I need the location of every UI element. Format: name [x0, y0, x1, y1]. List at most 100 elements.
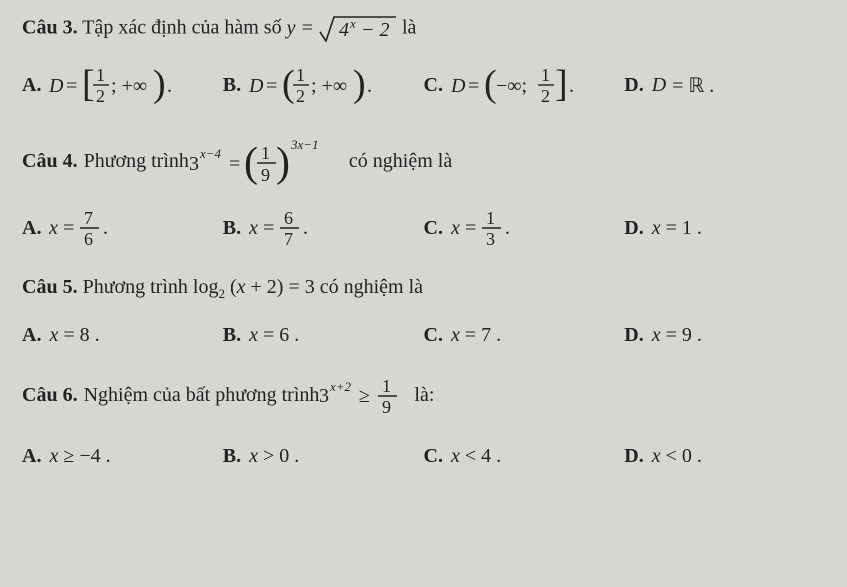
svg-text:− 2: − 2 [361, 19, 390, 41]
svg-text:(: ( [484, 63, 497, 105]
svg-text:9: 9 [382, 397, 391, 417]
question-6-options: A. x ≥ −4 . B. x > 0 . C. x < 4 . D. x <… [22, 445, 825, 468]
question-5-options: A. x = 8 . B. x = 6 . C. x = 7 . D. x = … [22, 324, 825, 347]
option-5A: A. x = 8 . [22, 324, 223, 347]
option-4B-expr: x = 6 7 . [249, 206, 321, 250]
option-6D-text: x < 0 . [652, 445, 702, 468]
option-5C-label: C. [424, 324, 443, 347]
question-4-options: A. x = 7 6 . B. x = [22, 206, 825, 250]
svg-text:.: . [367, 75, 372, 97]
svg-text:D: D [49, 75, 64, 97]
option-5D-label: D. [624, 324, 643, 347]
question-3-stem-after: là [402, 17, 416, 39]
option-6B: B. x > 0 . [223, 445, 424, 468]
option-3D-label: D. [624, 74, 643, 97]
svg-text:9: 9 [261, 165, 270, 185]
svg-text:x: x [349, 16, 356, 31]
svg-text:]: ] [555, 63, 568, 105]
option-3D-text: D [652, 74, 666, 97]
option-4D: D. x = 1 . [624, 206, 825, 250]
svg-text:2: 2 [296, 86, 305, 106]
option-3A-expr: D = [ 1 2 ; +∞ ) . [49, 62, 179, 108]
option-4A-expr: x = 7 6 . [49, 206, 121, 250]
option-4D-label: D. [624, 217, 643, 240]
svg-text:.: . [167, 75, 172, 97]
question-4-stem-before: Phương trình [84, 150, 189, 173]
question-6-stem-after: là: [414, 384, 434, 407]
svg-text:; +∞: ; +∞ [311, 75, 347, 97]
option-5C-text: x = 7 . [451, 324, 501, 347]
option-6A-text: x ≥ −4 . [49, 445, 110, 468]
fraction-icon: x = 7 6 . [49, 206, 121, 250]
svg-text:3x−1: 3x−1 [290, 137, 319, 152]
option-6C-text: x < 4 . [451, 445, 501, 468]
question-3-options: A. D = [ 1 2 ; +∞ ) . B. [22, 62, 825, 108]
question-4: Câu 4. Phương trình 3 x−4 = ( 1 9 ) 3x−1… [22, 134, 825, 250]
svg-text:x: x [249, 217, 258, 239]
svg-text:=: = [66, 75, 77, 97]
svg-text:): ) [276, 140, 290, 186]
svg-text:(: ( [282, 63, 295, 105]
svg-text:; +∞: ; +∞ [111, 75, 147, 97]
option-4C-label: C. [424, 217, 443, 240]
option-3A: A. D = [ 1 2 ; +∞ ) . [22, 62, 223, 108]
svg-text:6: 6 [84, 229, 93, 249]
svg-text:≥: ≥ [359, 385, 370, 407]
question-3-expr: y = 4 x − 2 [287, 17, 402, 39]
question-3: Câu 3. Tập xác định của hàm số y = 4 x −… [22, 14, 825, 108]
svg-text:1: 1 [382, 376, 391, 396]
option-3B: B. D = ( 1 2 ; +∞ ) . [223, 62, 424, 108]
interval-icon: D = ( 1 2 ; +∞ ) . [249, 62, 379, 108]
option-6B-label: B. [223, 445, 241, 468]
question-5-expr: log2 (x + 2) = 3 [193, 276, 320, 298]
svg-text:1: 1 [486, 208, 495, 228]
svg-text:D: D [451, 75, 466, 97]
option-6B-text: x > 0 . [249, 445, 299, 468]
question-6-head: Câu 6. Nghiệm của bất phương trình 3 x+2… [22, 373, 825, 417]
question-4-head: Câu 4. Phương trình 3 x−4 = ( 1 9 ) 3x−1… [22, 134, 825, 188]
option-5D-text: x = 9 . [652, 324, 702, 347]
option-3B-expr: D = ( 1 2 ; +∞ ) . [249, 62, 379, 108]
svg-text:.: . [303, 217, 308, 239]
svg-text:x: x [49, 217, 58, 239]
svg-text:7: 7 [284, 229, 293, 249]
svg-text:3: 3 [189, 153, 199, 175]
svg-text:x+2: x+2 [329, 379, 352, 394]
svg-text:=: = [465, 217, 476, 239]
option-5A-label: A. [22, 324, 41, 347]
svg-text:=: = [266, 75, 277, 97]
svg-text:=: = [468, 75, 479, 97]
svg-text:4: 4 [339, 19, 349, 41]
svg-text:.: . [505, 217, 510, 239]
svg-text:1: 1 [261, 143, 270, 163]
svg-text:−∞;: −∞; [496, 75, 527, 97]
svg-text:3: 3 [319, 385, 329, 407]
option-3B-label: B. [223, 74, 241, 97]
option-4B: B. x = 6 7 . [223, 206, 424, 250]
question-5-stem-before: Phương trình [83, 276, 193, 298]
option-3A-label: A. [22, 74, 41, 97]
option-4D-expr: x = 1 . [652, 217, 702, 240]
svg-text:2: 2 [96, 86, 105, 106]
interval-icon: D = ( −∞; 1 2 ] . [451, 62, 581, 108]
option-4C: C. x = 1 3 . [424, 206, 625, 250]
svg-text:[: [ [82, 63, 95, 105]
option-4A: A. x = 7 6 . [22, 206, 223, 250]
option-4C-expr: x = 1 3 . [451, 206, 523, 250]
option-5B: B. x = 6 . [223, 324, 424, 347]
option-3D: D. D = ℝ . [624, 62, 825, 108]
svg-text:1: 1 [96, 65, 105, 85]
svg-text:=: = [63, 217, 74, 239]
question-6-expr: 3 x+2 ≥ 1 9 [319, 373, 414, 417]
option-5C: C. x = 7 . [424, 324, 625, 347]
option-5B-label: B. [223, 324, 241, 347]
option-6C-label: C. [424, 445, 443, 468]
svg-text:x: x [451, 217, 460, 239]
option-6A-label: A. [22, 445, 41, 468]
option-3C-expr: D = ( −∞; 1 2 ] . [451, 62, 581, 108]
svg-text:): ) [153, 63, 166, 105]
question-5-head: Câu 5. Phương trình log2 (x + 2) = 3 có … [22, 276, 825, 302]
option-4B-label: B. [223, 217, 241, 240]
option-3D-eq: = ℝ . [672, 73, 714, 98]
fraction-icon: x = 1 3 . [451, 206, 523, 250]
